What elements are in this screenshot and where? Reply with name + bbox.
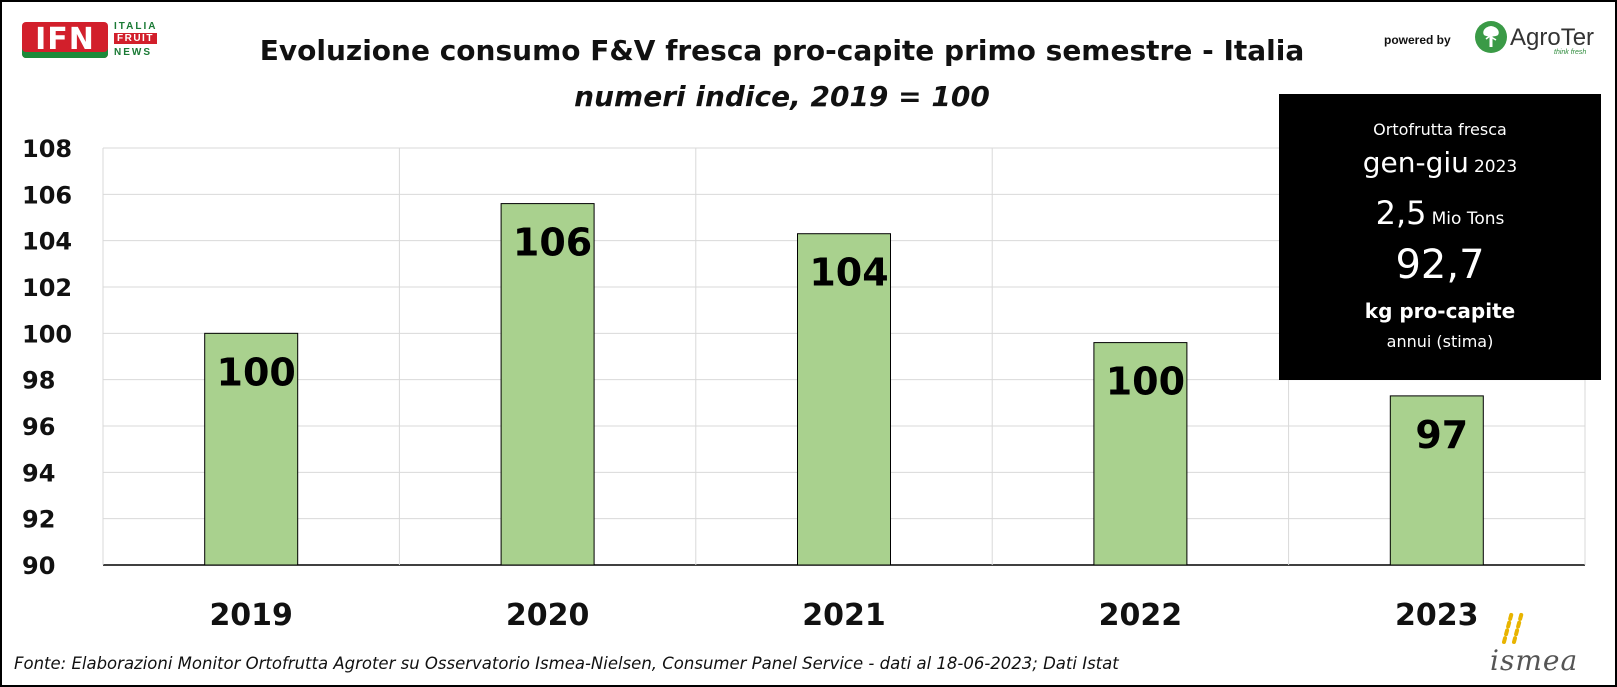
data-label-2021: 104 [809,251,888,295]
x-category-label: 2020 [506,598,590,633]
bar-2020 [500,203,595,566]
y-tick-label: 90 [22,552,55,580]
info-box-year: 2023 [1473,157,1518,177]
data-label-2022: 100 [1106,360,1185,404]
ifn-logo-word-news: NEWS [114,47,152,58]
info-box-volume: 2,5 [1375,194,1427,232]
y-tick-label: 104 [22,228,72,256]
info-box-per-capita-unit: kg pro-capite [1364,299,1516,323]
ifn-logo-mark: IFN [22,22,108,58]
bar-2021 [797,233,891,566]
tree-icon [1475,21,1507,53]
info-box-title: Ortofrutta fresca [1373,120,1507,139]
data-label-2023: 97 [1415,413,1468,457]
y-tick-label: 108 [22,135,72,163]
y-tick-label: 92 [22,506,55,534]
chart-labels: 90 92 94 96 98 100 102 104 106 108 100 2019 106 2020 1… [22,135,1479,633]
info-box-volume-unit: Mio Tons [1431,209,1505,229]
chart-title: Evoluzione consumo F&V fresca pro-capite… [259,34,1305,67]
powered-by-label: powered by [1384,33,1451,47]
y-tick-label: 102 [22,274,72,302]
ismea-mark-icon [1502,610,1524,644]
y-tick-label: 96 [22,413,55,441]
agroter-logo-name: AgroTer [1510,24,1595,51]
source-note: Fonte: Elaborazioni Monitor Ortofrutta A… [14,654,1119,673]
agroter-logo-tagline: think fresh [1554,49,1587,56]
bar-2023 [1389,395,1484,566]
y-tick-label: 100 [22,320,72,348]
ifn-logo: IFN ITALIA FRUIT NEWS [22,20,167,62]
x-category-label: 2021 [802,598,886,633]
info-box-note: annui (stima) [1386,332,1494,351]
ifn-logo-word-italia: ITALIA [114,21,158,32]
ismea-logo: ismea [1490,608,1600,680]
data-label-2020: 106 [513,221,592,265]
info-box-per-capita: 92,7 [1395,242,1485,288]
bar-2019 [204,332,299,566]
x-category-label: 2019 [209,598,293,633]
bar-2022 [1093,342,1188,566]
ifn-logo-word-fruit: FRUIT [114,33,157,44]
data-label-2019: 100 [217,350,296,394]
x-category-label: 2022 [1099,598,1183,633]
chart-bars [204,203,1484,566]
info-box-period: gen-giu [1362,146,1469,179]
info-box-volume-row: 2,5 Mio Tons [1279,194,1601,232]
info-box-period-row: gen-giu 2023 [1279,146,1601,179]
x-category-label: 2023 [1395,598,1479,633]
chart-subtitle: numeri indice, 2019 = 100 [574,80,990,113]
y-tick-label: 98 [22,367,55,395]
summary-info-box: Ortofrutta fresca gen-giu 2023 2,5 Mio T… [1279,94,1601,380]
y-tick-label: 106 [22,181,72,209]
y-tick-label: 94 [22,459,55,487]
ismea-logo-name: ismea [1490,644,1579,677]
